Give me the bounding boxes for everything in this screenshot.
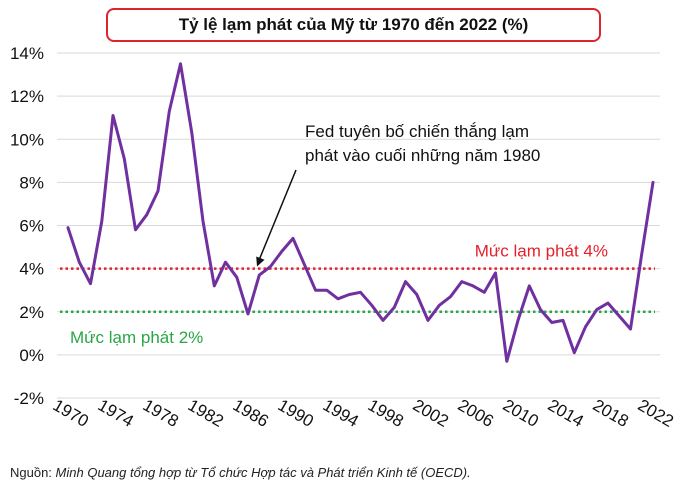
data-point: [651, 181, 655, 184]
data-point: [381, 319, 385, 322]
x-tick-label: 2006: [455, 396, 497, 431]
data-point: [325, 288, 328, 292]
data-point: [100, 219, 103, 223]
y-tick-label: 14%: [10, 44, 44, 63]
data-point: [528, 284, 531, 288]
y-tick-label: 4%: [19, 260, 44, 279]
y-tick-label: 10%: [10, 130, 44, 149]
data-point: [201, 219, 205, 223]
data-point: [336, 297, 340, 301]
data-point: [606, 301, 610, 305]
data-point: [573, 351, 576, 354]
data-point: [123, 157, 126, 160]
y-tick-label: -2%: [14, 389, 44, 408]
data-point: [156, 189, 160, 193]
data-point: [246, 312, 250, 316]
x-axis-ticks: 1970 1974 1978 1982 1986 1990 1994 1998 2002 2006…: [50, 396, 677, 431]
x-tick-label: 2002: [410, 396, 452, 431]
data-point: [190, 131, 193, 134]
data-point: [584, 325, 587, 329]
annotation-arrow-head: [256, 256, 265, 267]
data-point: [426, 319, 430, 322]
data-point: [66, 226, 70, 229]
x-tick-label: 1970: [50, 396, 92, 431]
chart-title: Tỷ lệ lạm phát của Mỹ từ 1970 đến 2022 (…: [178, 15, 529, 34]
data-point: [415, 293, 418, 296]
data-point: [258, 273, 261, 277]
chart-title-box: Tỷ lệ lạm phát của Mỹ từ 1970 đến 2022 (…: [106, 8, 601, 42]
data-point: [314, 288, 317, 292]
data-point: [134, 228, 137, 232]
data-point: [595, 308, 598, 311]
data-point: [550, 321, 553, 324]
x-tick-label: 1974: [95, 396, 137, 431]
ref-line-4pct-label: Mức lạm phát 4%: [475, 242, 608, 261]
data-point: [460, 280, 463, 283]
x-tick-label: 1994: [320, 396, 362, 431]
data-point: [393, 306, 396, 309]
x-tick-label: 1990: [275, 396, 317, 431]
series-layer: [66, 62, 655, 363]
data-point: [370, 304, 373, 307]
x-tick-label: 1982: [185, 396, 227, 431]
data-point: [145, 213, 148, 216]
data-point: [224, 260, 227, 264]
x-tick-label: 2014: [545, 396, 587, 431]
x-tick-label: 2010: [500, 396, 542, 431]
x-tick-label: 1978: [140, 396, 182, 431]
source-text: Minh Quang tổng hợp từ Tổ chức Hợp tác v…: [55, 465, 471, 480]
source-prefix: Nguồn:: [10, 465, 56, 480]
data-point: [348, 293, 351, 296]
annotation-arrow-shaft: [257, 169, 297, 262]
data-point: [471, 284, 475, 288]
data-point: [640, 252, 643, 255]
data-point: [505, 360, 508, 363]
x-tick-label: 2022: [635, 396, 677, 431]
data-point: [89, 282, 92, 285]
data-point: [269, 265, 272, 268]
ref-line-2pct-label: Mức lạm phát 2%: [70, 328, 203, 347]
source-note: Nguồn: Minh Quang tổng hợp từ Tổ chức Hợ…: [10, 465, 471, 480]
y-axis-ticks: -2% 0% 2% 4% 6% 8% 10% 12% 14%: [10, 44, 44, 408]
data-point: [78, 260, 81, 264]
data-point: [179, 62, 182, 65]
data-point: [168, 110, 171, 113]
data-point: [404, 280, 407, 283]
data-point: [280, 250, 283, 253]
annotation-text-line2: phát vào cuối những năm 1980: [305, 146, 540, 165]
data-point: [111, 114, 115, 117]
data-point: [516, 319, 520, 322]
data-point: [629, 327, 632, 331]
x-tick-label: 1986: [230, 396, 272, 431]
data-point: [291, 237, 295, 240]
data-point: [539, 308, 542, 311]
annotation: Fed tuyên bố chiến thắng lạm phát vào cuố…: [256, 122, 540, 267]
data-point: [213, 284, 216, 288]
data-point: [449, 295, 452, 298]
data-point: [438, 304, 441, 307]
y-tick-label: 8%: [19, 173, 44, 192]
data-point: [235, 276, 238, 279]
data-point: [561, 319, 565, 322]
data-point: [494, 271, 497, 275]
reference-lines: Mức lạm phát 4% Mức lạm phát 2%: [60, 242, 655, 347]
y-tick-label: 2%: [19, 303, 44, 322]
x-tick-label: 2018: [590, 396, 632, 431]
series-line: [66, 62, 655, 363]
y-tick-label: 0%: [19, 346, 44, 365]
y-tick-label: 12%: [10, 87, 44, 106]
data-point: [618, 314, 621, 318]
y-tick-label: 6%: [19, 217, 44, 236]
data-point: [483, 291, 486, 294]
data-point: [303, 263, 306, 266]
x-tick-label: 1998: [365, 396, 407, 431]
data-point: [359, 291, 362, 294]
annotation-text-line1: Fed tuyên bố chiến thắng lạm: [305, 122, 529, 141]
